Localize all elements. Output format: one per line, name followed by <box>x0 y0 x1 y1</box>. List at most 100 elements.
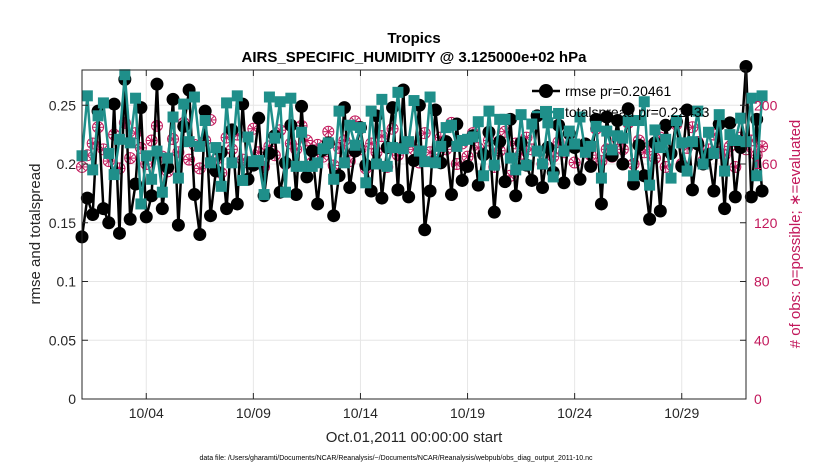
totalspread-marker <box>92 110 104 122</box>
totalspread-marker <box>735 112 747 124</box>
y-tick-label: 0.15 <box>49 215 76 231</box>
rmse-marker <box>375 191 389 205</box>
totalspread-marker <box>483 105 495 117</box>
rmse-marker <box>198 104 212 118</box>
rmse-marker <box>284 118 298 132</box>
totalspread-marker <box>183 136 195 148</box>
totalspread-marker <box>253 154 265 166</box>
totalspread-marker <box>654 142 666 154</box>
rmse-marker <box>685 183 699 197</box>
rmse-marker <box>155 202 169 216</box>
rmse-marker <box>461 159 475 173</box>
totalspread-marker <box>697 158 709 170</box>
rmse-marker <box>300 170 314 184</box>
totalspread-marker <box>81 90 93 102</box>
totalspread-marker <box>205 157 217 169</box>
totalspread-marker <box>435 140 447 152</box>
rmse-marker <box>659 118 673 132</box>
rmse-marker <box>487 205 501 219</box>
rmse-marker <box>220 202 234 216</box>
rmse-marker <box>621 102 635 116</box>
legend-spread-marker <box>540 106 552 118</box>
y-tick-label: 0 <box>68 391 76 407</box>
totalspread-marker <box>729 135 741 146</box>
totalspread-marker <box>649 124 661 136</box>
rmse-marker <box>610 114 624 128</box>
x-tick-label: 10/29 <box>664 405 699 421</box>
totalspread-marker <box>595 172 607 184</box>
totalspread-marker <box>644 179 656 191</box>
rmse-marker <box>573 172 587 186</box>
totalspread-marker <box>488 159 500 171</box>
rmse-marker <box>643 212 657 226</box>
totalspread-marker <box>660 133 672 145</box>
totalspread-marker <box>279 186 291 198</box>
totalspread-marker <box>408 95 420 107</box>
y-tick-label: 0.2 <box>57 156 77 172</box>
chart-title: Tropics <box>387 30 440 47</box>
totalspread-marker <box>665 172 677 184</box>
totalspread-marker <box>237 174 249 186</box>
totalspread-marker <box>242 131 254 143</box>
totalspread-marker <box>681 165 693 177</box>
rmse-marker <box>343 181 357 194</box>
rmse-marker <box>278 156 292 170</box>
totalspread-marker <box>745 92 757 104</box>
totalspread-marker <box>162 152 174 164</box>
totalspread-marker <box>510 164 522 176</box>
totalspread-marker <box>312 157 324 169</box>
y-tick-label: 0.25 <box>49 97 76 113</box>
x-tick-label: 10/04 <box>129 405 164 421</box>
totalspread-marker <box>263 91 275 103</box>
totalspread-marker <box>130 92 142 104</box>
obs-possible-marker <box>756 140 769 153</box>
rmse-marker <box>680 103 694 117</box>
rmse-marker <box>616 157 630 171</box>
rmse-marker <box>150 77 164 91</box>
rmse-marker <box>477 148 491 162</box>
obs-possible-marker <box>118 116 131 129</box>
rmse-marker <box>252 111 266 125</box>
totalspread-marker <box>504 152 516 164</box>
totalspread-marker <box>135 198 147 210</box>
totalspread-marker <box>333 105 345 117</box>
totalspread-marker <box>156 186 168 198</box>
rmse-marker <box>407 153 421 167</box>
rmse-marker <box>594 197 608 211</box>
totalspread-marker <box>526 118 538 130</box>
rmse-marker <box>391 183 405 197</box>
totalspread-marker <box>296 126 308 138</box>
totalspread-marker <box>349 139 361 151</box>
totalspread-marker <box>103 147 115 159</box>
totalspread-marker <box>713 109 725 121</box>
totalspread-marker <box>392 86 404 98</box>
rmse-marker <box>402 190 416 204</box>
rmse-marker <box>230 197 244 211</box>
totalspread-marker <box>146 173 158 185</box>
totalspread-marker <box>617 132 629 144</box>
totalspread-marker <box>221 97 233 109</box>
rmse-marker <box>107 97 121 111</box>
rmse-marker <box>723 116 737 130</box>
obs-possible-marker <box>686 121 699 134</box>
totalspread-marker <box>387 142 399 154</box>
x-tick-label: 10/24 <box>557 405 592 421</box>
legend-rmse-marker <box>539 84 553 98</box>
x-tick-label: 10/19 <box>450 405 485 421</box>
rmse-marker <box>166 92 180 106</box>
totalspread-marker <box>413 145 425 157</box>
totalspread-marker <box>403 136 415 148</box>
totalspread-marker <box>467 131 479 143</box>
x-tick-label: 10/09 <box>236 405 271 421</box>
axes: 0 0.05 0.1 0.15 0.2 0.25 0 40 80 120 160 200 10/04 10… <box>49 70 778 421</box>
totalspread-marker <box>376 93 388 105</box>
obs-possible-marker <box>150 119 163 132</box>
totalspread-marker <box>231 90 243 102</box>
totalspread-marker <box>472 116 484 128</box>
series-layer <box>75 59 769 244</box>
totalspread-marker <box>285 92 297 104</box>
obs-possible-marker <box>418 127 431 140</box>
rmse-marker <box>744 190 758 204</box>
rmse-marker <box>112 226 126 240</box>
